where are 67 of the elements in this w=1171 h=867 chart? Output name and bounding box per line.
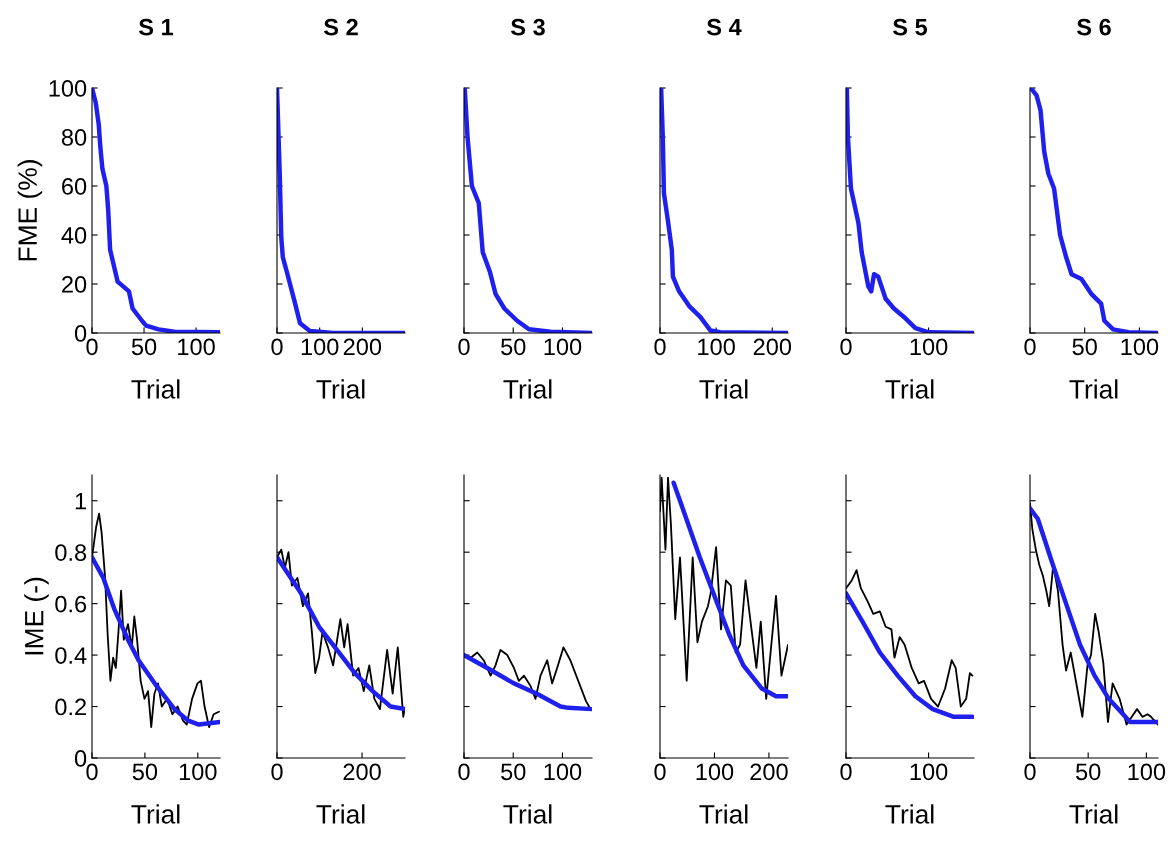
x-tick-label: 50 <box>1076 763 1101 781</box>
chart-title: S 3 <box>510 18 545 36</box>
x-tick-label: 0 <box>271 763 283 781</box>
y-tick-label: 0 <box>74 750 87 767</box>
chart-title: S 6 <box>1076 18 1111 36</box>
x-axis-title: Trial <box>1069 379 1118 399</box>
x-axis-title: Trial <box>316 804 365 824</box>
chart-title: S 5 <box>892 18 928 36</box>
y-tick-label: 1 <box>75 493 86 510</box>
x-tick-label: 100 <box>178 338 215 356</box>
y-tick-label: 20 <box>62 276 87 293</box>
x-tick-label: 0 <box>1024 338 1036 356</box>
chart-title: S 2 <box>323 18 358 36</box>
x-tick-label: 100 <box>910 338 948 356</box>
x-axis-title: Trial <box>885 379 934 399</box>
chart-title: S 4 <box>706 18 742 36</box>
x-axis-title: Trial <box>885 804 934 824</box>
x-tick-label: 100 <box>696 763 734 781</box>
x-axis-title: Trial <box>503 804 552 824</box>
y-tick-label: 40 <box>61 227 87 244</box>
line-series <box>92 88 220 333</box>
x-tick-label: 0 <box>86 338 98 356</box>
line-series <box>92 555 220 727</box>
x-tick-label: 50 <box>131 338 157 356</box>
y-tick-label: 60 <box>62 178 87 195</box>
x-tick-label: 100 <box>698 338 735 356</box>
x-tick-label: 0 <box>86 763 98 781</box>
y-tick-label: 0.6 <box>55 595 87 613</box>
y-axis-title: IME (-) <box>24 577 49 655</box>
x-tick-label: 200 <box>750 763 788 781</box>
x-tick-label: 0 <box>654 763 666 781</box>
y-tick-label: 0.4 <box>55 647 87 664</box>
x-tick-label: 0 <box>458 763 470 781</box>
x-tick-label: 100 <box>910 763 948 781</box>
x-tick-label: 200 <box>343 763 381 781</box>
x-tick-label: 100 <box>1128 763 1166 781</box>
x-axis-title: Trial <box>1069 804 1118 824</box>
x-tick-label: 0 <box>840 763 852 781</box>
y-tick-label: 0 <box>74 325 87 342</box>
x-axis-title: Trial <box>503 379 552 399</box>
x-tick-label: 0 <box>840 338 852 356</box>
x-axis-title: Trial <box>131 804 180 824</box>
x-tick-label: 50 <box>501 763 526 781</box>
x-tick-label: 50 <box>1072 338 1097 356</box>
x-tick-label: 100 <box>1121 338 1159 356</box>
x-axis-title: Trial <box>131 379 180 399</box>
x-tick-label: 200 <box>343 338 382 356</box>
x-tick-label: 50 <box>132 763 158 781</box>
x-tick-label: 100 <box>179 763 217 781</box>
x-axis-title: Trial <box>316 379 365 399</box>
x-axis-title: Trial <box>699 379 748 399</box>
x-tick-label: 50 <box>501 338 526 356</box>
x-tick-label: 100 <box>301 338 339 356</box>
x-tick-label: 0 <box>1024 763 1036 781</box>
x-tick-label: 100 <box>544 338 582 356</box>
y-tick-label: 80 <box>61 129 87 146</box>
x-tick-label: 200 <box>753 338 792 356</box>
y-axis-title: FME (%) <box>17 160 43 261</box>
x-axis-title: Trial <box>699 804 748 824</box>
x-tick-label: 0 <box>654 338 666 356</box>
y-tick-label: 100 <box>49 80 87 97</box>
x-tick-label: 0 <box>458 338 470 356</box>
y-tick-label: 0.2 <box>55 698 86 716</box>
y-tick-label: 0.8 <box>55 544 87 561</box>
chart-title: S 1 <box>138 18 174 36</box>
x-tick-label: 0 <box>271 338 283 356</box>
x-tick-label: 100 <box>544 763 582 781</box>
